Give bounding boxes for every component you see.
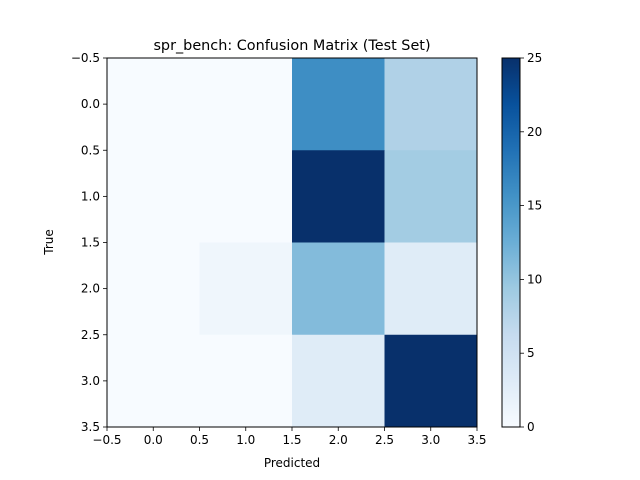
colorbar-tick-label: 20 <box>527 125 542 139</box>
y-axis-label: True <box>42 229 56 256</box>
colorbar-tick-label: 10 <box>527 272 542 286</box>
y-tick-label: 1.0 <box>81 189 100 203</box>
x-tick-label: 3.0 <box>421 433 440 447</box>
y-tick-label: 2.5 <box>81 328 100 342</box>
x-tick-label: 2.5 <box>375 433 394 447</box>
heatmap-cell <box>292 150 385 243</box>
y-tick-label: −0.5 <box>71 51 100 65</box>
colorbar-tick-label: 25 <box>527 51 542 65</box>
heatmap-cell <box>384 58 478 151</box>
colorbar <box>501 57 521 428</box>
y-tick-label: 0.5 <box>81 143 100 157</box>
heatmap-cell <box>292 334 385 428</box>
heatmap-cell <box>384 334 478 428</box>
x-axis-ticks: −0.5 0.0 0.5 1.0 1.5 2.0 2.5 3.0 3.5 <box>92 427 487 447</box>
y-tick-label: 2.0 <box>81 282 100 296</box>
y-tick-label: 0.0 <box>81 97 100 111</box>
heatmap-cell <box>199 150 293 243</box>
colorbar-tick-label: 5 <box>527 346 535 360</box>
chart-title: spr_bench: Confusion Matrix (Test Set) <box>153 38 430 54</box>
x-tick-label: −0.5 <box>92 433 121 447</box>
colorbar-ticks: 0 5 10 15 20 25 <box>520 51 542 434</box>
heatmap-cells <box>107 58 478 428</box>
heatmap-cell <box>107 242 200 336</box>
heatmap-cell <box>199 58 293 151</box>
heatmap-cell <box>199 334 293 428</box>
x-tick-label: 0.5 <box>190 433 209 447</box>
x-axis-label: Predicted <box>264 456 320 470</box>
y-tick-label: 3.0 <box>81 374 100 388</box>
x-tick-label: 1.5 <box>282 433 301 447</box>
heatmap-cell <box>384 242 478 336</box>
x-tick-label: 3.5 <box>467 433 486 447</box>
heatmap-cell <box>107 334 200 428</box>
y-tick-label: 3.5 <box>81 420 100 434</box>
heatmap-cell <box>107 58 200 151</box>
heatmap-cell <box>199 242 293 336</box>
y-axis-ticks: −0.5 0.0 0.5 1.0 1.5 2.0 2.5 3.0 3.5 <box>71 51 107 434</box>
x-tick-label: 0.0 <box>144 433 163 447</box>
heatmap-cell <box>384 150 478 243</box>
heatmap-cell <box>292 242 385 336</box>
y-tick-label: 1.5 <box>81 236 100 250</box>
x-tick-label: 1.0 <box>236 433 255 447</box>
x-tick-label: 2.0 <box>329 433 348 447</box>
colorbar-tick-label: 0 <box>527 420 535 434</box>
colorbar-tick-label: 15 <box>527 199 542 213</box>
heatmap-cell <box>292 58 385 151</box>
heatmap-cell <box>107 150 200 243</box>
